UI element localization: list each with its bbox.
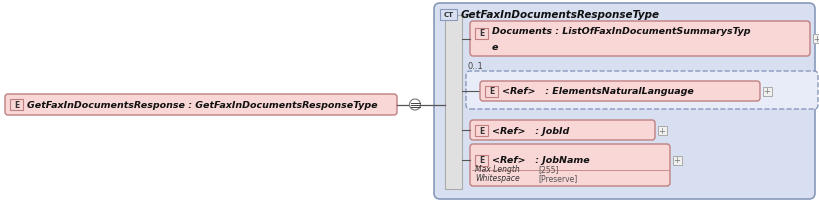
Text: <Ref>   : JobId: <Ref> : JobId <box>492 126 569 135</box>
Text: Documents : ListOfFaxInDocumentSummarysTyp: Documents : ListOfFaxInDocumentSummarysT… <box>492 27 750 36</box>
Text: E: E <box>489 87 494 96</box>
Text: +: + <box>763 87 771 96</box>
Text: 0..1: 0..1 <box>468 62 484 71</box>
Text: GetFaxInDocumentsResponse : GetFaxInDocumentsResponseType: GetFaxInDocumentsResponse : GetFaxInDocu… <box>27 101 378 110</box>
Bar <box>475 28 488 39</box>
Bar <box>10 100 23 110</box>
Text: Whitespace: Whitespace <box>475 174 520 183</box>
FancyBboxPatch shape <box>5 94 397 115</box>
FancyBboxPatch shape <box>466 72 818 110</box>
Text: e: e <box>492 43 499 52</box>
Bar <box>445 16 462 189</box>
FancyBboxPatch shape <box>470 22 810 57</box>
Bar <box>475 155 488 166</box>
Text: <Ref>   : JobName: <Ref> : JobName <box>492 156 590 165</box>
Text: [Preserve]: [Preserve] <box>538 174 577 183</box>
Text: [255]: [255] <box>538 165 559 174</box>
Bar <box>475 125 488 136</box>
Text: +: + <box>673 156 681 165</box>
Bar <box>440 9 457 20</box>
Text: +: + <box>813 35 819 44</box>
Bar <box>812 35 819 44</box>
FancyBboxPatch shape <box>434 4 815 199</box>
Text: CT: CT <box>443 12 454 18</box>
FancyBboxPatch shape <box>470 120 655 140</box>
FancyBboxPatch shape <box>470 144 670 186</box>
FancyBboxPatch shape <box>480 82 760 102</box>
Text: E: E <box>479 126 484 135</box>
Bar <box>485 86 498 97</box>
Bar <box>672 156 681 165</box>
Text: +: + <box>658 126 665 135</box>
Text: Max Length: Max Length <box>475 165 520 174</box>
Text: <Ref>   : ElementsNaturalLanguage: <Ref> : ElementsNaturalLanguage <box>502 87 694 96</box>
Bar <box>762 87 771 96</box>
Text: GetFaxInDocumentsResponseType: GetFaxInDocumentsResponseType <box>461 10 660 20</box>
Text: E: E <box>479 29 484 38</box>
Bar <box>658 126 667 135</box>
Circle shape <box>410 100 420 110</box>
Text: E: E <box>479 156 484 165</box>
Text: E: E <box>14 101 19 110</box>
